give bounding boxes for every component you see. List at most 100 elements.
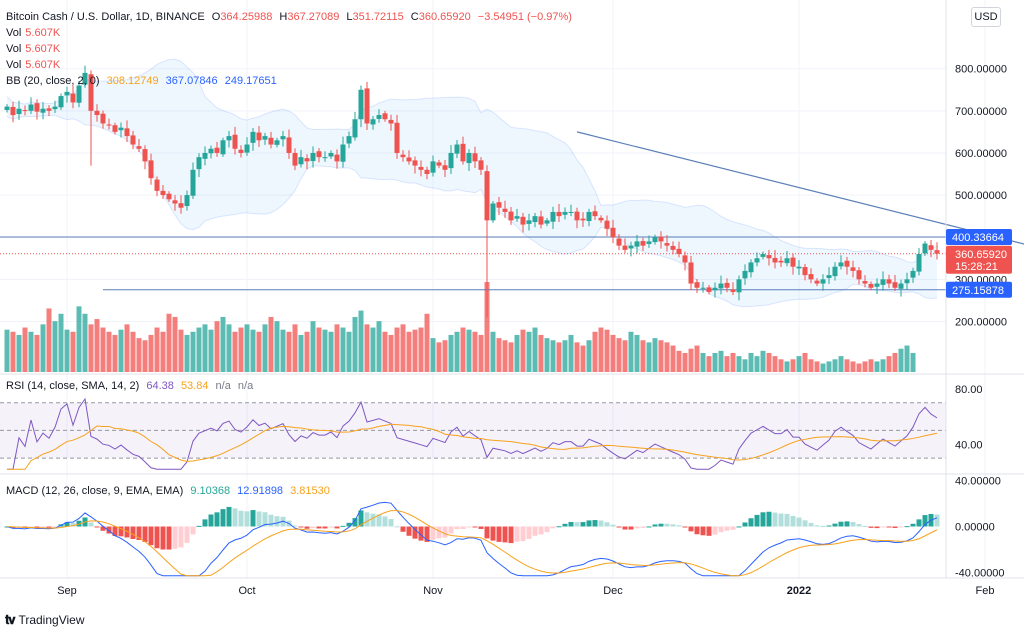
candle-body (934, 250, 940, 254)
volume-bar (682, 352, 688, 372)
volume-bar (418, 327, 424, 372)
candle-body (790, 257, 796, 267)
macd-histogram-bar (130, 526, 136, 540)
macd-histogram-bar (580, 522, 586, 527)
volume-bar (130, 331, 136, 372)
volume-bar (184, 334, 190, 372)
volume-bar (808, 359, 814, 372)
volume-bar (40, 324, 46, 372)
volume-bar (604, 329, 610, 372)
bb-upper-line (6, 58, 938, 264)
volume-bar (826, 361, 832, 372)
vol-value: 5.607K (25, 27, 61, 39)
candle-body (400, 154, 406, 158)
candle-body (214, 147, 220, 153)
macd-histogram-bar (478, 526, 484, 529)
macd-histogram-bar (352, 518, 358, 527)
candle-body (478, 160, 484, 170)
candle-body (832, 266, 838, 277)
candle-body (586, 211, 592, 222)
symbol-title: Bitcoin Cash / U.S. Dollar, 1D, BINANCE (6, 11, 205, 23)
rsi-line (7, 397, 938, 470)
macd-histogram-bar (298, 526, 304, 528)
volume-bar (148, 334, 154, 372)
candle-body (292, 152, 298, 166)
volume-bar (226, 324, 232, 372)
candle-body (160, 190, 166, 196)
candle-body (88, 74, 94, 111)
candle-body (268, 137, 274, 145)
bb-basis-value: 308.12749 (106, 75, 159, 87)
macd-histogram-bar (214, 512, 220, 527)
time-tick-label: Feb (976, 585, 995, 597)
rsi-tick-label: 80.00 (955, 384, 983, 396)
macd-histogram-bar (934, 514, 940, 527)
candle-body (94, 110, 100, 116)
volume-bar (730, 352, 736, 372)
volume-bar (112, 334, 118, 372)
macd-histogram-bar (88, 522, 94, 527)
high-label: H (279, 11, 288, 23)
candle-body (676, 248, 682, 255)
macd-histogram-bar (646, 526, 652, 528)
macd-histogram-bar (292, 525, 298, 527)
time-tick-label: Oct (238, 585, 255, 597)
macd-histogram-bar (910, 523, 916, 527)
candle-body (352, 119, 358, 138)
candle-body (388, 119, 394, 124)
candle-body (526, 220, 532, 224)
volume-bar (58, 313, 64, 372)
volume-bar (754, 356, 760, 372)
macd-histogram-bar (418, 526, 424, 541)
candle-body (16, 108, 22, 115)
level-price-tag-label: 400.33664 (952, 232, 1004, 244)
volume-bar (646, 342, 652, 372)
macd-histogram-bar (172, 526, 178, 549)
volume-bar (844, 359, 850, 372)
candle-body (868, 283, 874, 288)
macd-histogram-bar (724, 526, 730, 531)
volume-bar (82, 313, 88, 372)
price-tick-label: 700.00000 (955, 106, 1007, 118)
volume-bar (496, 338, 502, 372)
candle-body (64, 91, 70, 96)
currency-button[interactable]: USD (971, 7, 1001, 27)
candle-body (670, 245, 676, 250)
macd-histogram-bar (382, 516, 388, 527)
macd-histogram-bar (790, 515, 796, 527)
volume-bar (652, 338, 658, 372)
candle-body (76, 85, 82, 103)
macd-histogram-bar (28, 526, 34, 528)
macd-histogram-bar (322, 526, 328, 529)
macd-histogram-bar (706, 526, 712, 536)
candle-body (172, 200, 178, 204)
vol-label: Vol (6, 27, 22, 39)
volume-bar (574, 342, 580, 372)
volume-bar (400, 324, 406, 372)
candle-body (190, 169, 196, 196)
macd-histogram-bar (364, 512, 370, 527)
volume-bar (334, 324, 340, 372)
volume-bar (382, 331, 388, 372)
volume-bar (532, 327, 538, 372)
candle-body (370, 119, 376, 125)
volume-bar (622, 340, 628, 372)
price-tick-label: 500.00000 (955, 190, 1007, 202)
macd-histogram-bar (490, 526, 496, 541)
volume-bar (628, 331, 634, 372)
macd-histogram-bar (772, 512, 778, 527)
candle-body (280, 136, 286, 140)
candle-body (262, 136, 268, 140)
candle-body (178, 203, 184, 208)
candles (4, 65, 940, 318)
volume-bar (610, 334, 616, 372)
macd-histogram-bar (700, 526, 706, 536)
candle-body (232, 134, 238, 149)
volume-bar (472, 331, 478, 372)
candle-body (904, 279, 910, 284)
macd-histogram-bar (742, 522, 748, 527)
volume-bar (142, 340, 148, 372)
tradingview-logo[interactable]: 𝐭𝐯 TradingView (5, 612, 85, 628)
macd-histogram-bar (622, 526, 628, 530)
